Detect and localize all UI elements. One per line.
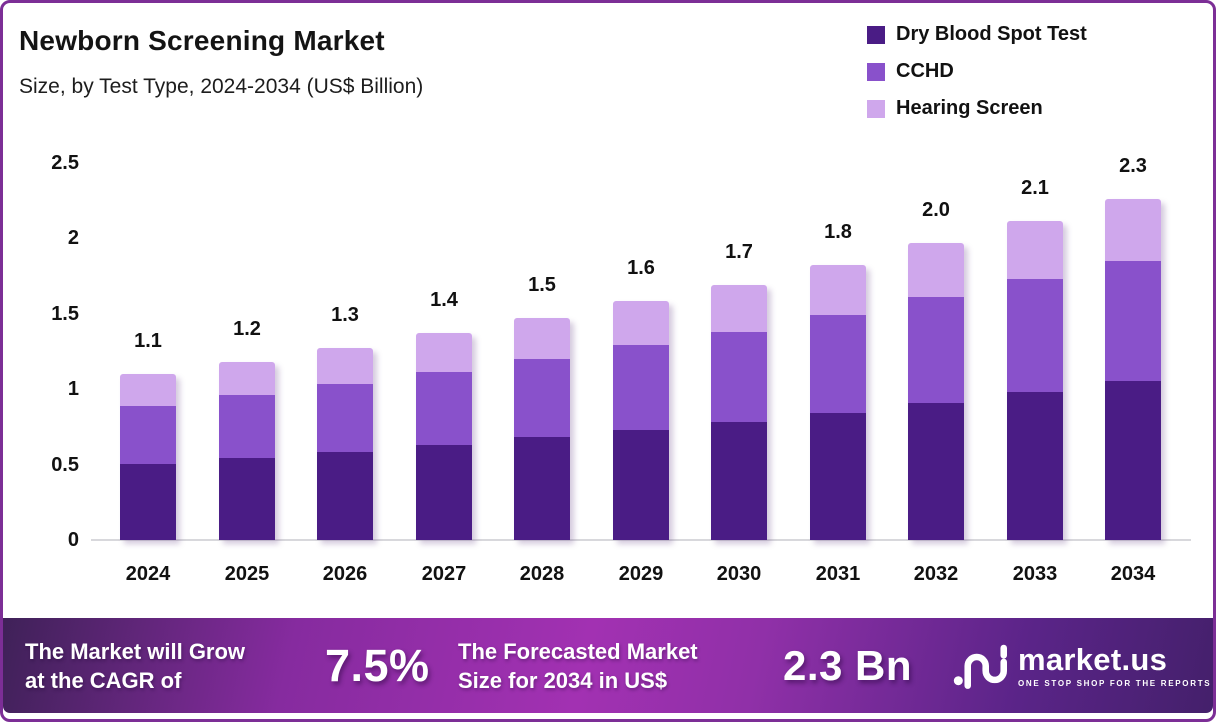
y-axis-tick-label: 2 [67,227,79,249]
bar-segment-hearing-screen [810,265,866,315]
x-axis-label-2026: 2026 [322,563,368,585]
bar-total-label: 2.1 [1021,177,1049,199]
legend-item-hearing-screen: Hearing Screen [867,97,1087,120]
bar-segment-hearing-screen [613,301,669,345]
x-axis-line [91,539,1191,541]
legend-label: Hearing Screen [896,97,1043,119]
page-title: Newborn Screening Market [19,25,385,56]
bar-segment-cchd [908,296,964,403]
logo-text: market.us [1018,641,1168,677]
bar-segment-hearing-screen [317,348,373,384]
chart-subtitle: Size, by Test Type, 2024-2034 (US$ Billi… [19,75,424,98]
bar-segment-hearing-screen [1007,221,1063,279]
bar-total-label: 2.3 [1119,155,1147,177]
bar-2025 [219,362,275,540]
bar-segment-dry-blood-spot-test [711,421,767,540]
legend-label: Dry Blood Spot Test [896,23,1087,45]
x-axis-label-2030: 2030 [716,563,762,585]
bar-total-label: 1.8 [824,221,852,243]
bar-segment-cchd [613,344,669,430]
bar-segment-hearing-screen [1105,199,1161,261]
legend-swatch-icon [867,62,885,81]
y-axis-tick-label: 1.5 [51,303,79,325]
bar-total-label: 1.6 [627,257,655,279]
bar-segment-dry-blood-spot-test [1105,380,1161,540]
bar-segment-dry-blood-spot-test [810,412,866,540]
bar-total-label: 1.1 [134,330,162,352]
stacked-bar-chart: 0 0.5 1 1.5 2 2.5 1.1 2024 1.2 2025 1.3 2026 1.4 2027… [3,3,1213,719]
cagr-value: 7.5% [325,639,430,691]
bar-segment-dry-blood-spot-test [514,436,570,540]
bar-2033 [1007,221,1063,540]
bar-total-label: 1.2 [233,318,261,340]
bar-segment-hearing-screen [416,333,472,372]
y-axis-tick-label: 1 [67,378,79,400]
bar-segment-cchd [317,383,373,452]
legend-item-dry-blood-spot-test: Dry Blood Spot Test [867,23,1087,46]
legend-item-cchd: CCHD [867,60,1087,83]
bar-segment-cchd [810,314,866,413]
bar-segment-cchd [711,330,767,422]
footer-banner: The Market will Grow at the CAGR of 7.5%… [3,618,1213,713]
x-axis-label-2032: 2032 [913,563,959,585]
x-axis-label-2025: 2025 [224,563,270,585]
legend-label: CCHD [896,60,954,82]
bar-segment-dry-blood-spot-test [120,463,176,540]
bar-segment-cchd [1007,278,1063,392]
legend: Dry Blood Spot Test CCHD Hearing Screen [867,23,1087,134]
legend-swatch-icon [867,25,885,44]
bar-2029 [613,301,669,540]
bar-segment-cchd [219,394,275,458]
bar-2032 [908,243,964,540]
y-axis-tick-label: 2.5 [51,152,79,174]
y-axis-tick-label: 0.5 [51,454,79,476]
bar-segment-hearing-screen [219,362,275,395]
bar-total-label: 2.0 [922,199,950,221]
bar-total-label: 1.4 [430,289,458,311]
bar-2024 [120,374,176,540]
cagr-label: The Market will Grow at the CAGR of [25,638,246,693]
bar-segment-hearing-screen [514,318,570,359]
x-axis-label-2031: 2031 [815,563,861,585]
bar-2030 [711,285,767,540]
bar-2026 [317,348,373,540]
bar-segment-hearing-screen [120,374,176,406]
y-axis-tick-label: 0 [67,529,79,551]
x-axis-label-2033: 2033 [1012,563,1058,585]
bar-segment-hearing-screen [711,285,767,332]
marketus-logo-textblock: market.us ONE STOP SHOP FOR THE REPORTS [1018,644,1211,688]
bar-segment-dry-blood-spot-test [219,457,275,540]
x-axis-label-2024: 2024 [125,563,171,585]
bar-segment-hearing-screen [908,243,964,297]
bar-total-label: 1.5 [528,274,556,296]
x-axis-label-2029: 2029 [618,563,664,585]
bar-segment-cchd [1105,259,1161,381]
bar-segment-dry-blood-spot-test [416,444,472,540]
bar-2034 [1105,199,1161,540]
bar-segment-dry-blood-spot-test [908,402,964,540]
marketus-logo: market.us ONE STOP SHOP FOR THE REPORTS [953,642,1211,690]
bar-segment-cchd [514,357,570,437]
bar-segment-dry-blood-spot-test [1007,391,1063,540]
forecast-value: 2.3 Bn [783,641,913,689]
x-axis-label-2028: 2028 [519,563,565,585]
bar-total-label: 1.3 [331,304,359,326]
marketus-logo-icon [953,644,1007,689]
bar-2027 [416,333,472,540]
bar-segment-cchd [416,372,472,445]
forecast-label: The Forecasted Market Size for 2034 in U… [458,638,698,693]
x-axis-label-2027: 2027 [421,563,467,585]
x-axis-label-2034: 2034 [1110,563,1156,585]
legend-swatch-icon [867,99,885,118]
bar-segment-cchd [120,404,176,464]
logo-tagline: ONE STOP SHOP FOR THE REPORTS [1018,678,1212,688]
bar-2028 [514,318,570,540]
bar-2031 [810,265,866,540]
bar-segment-dry-blood-spot-test [317,451,373,540]
bar-segment-dry-blood-spot-test [613,429,669,540]
bar-total-label: 1.7 [725,241,753,263]
